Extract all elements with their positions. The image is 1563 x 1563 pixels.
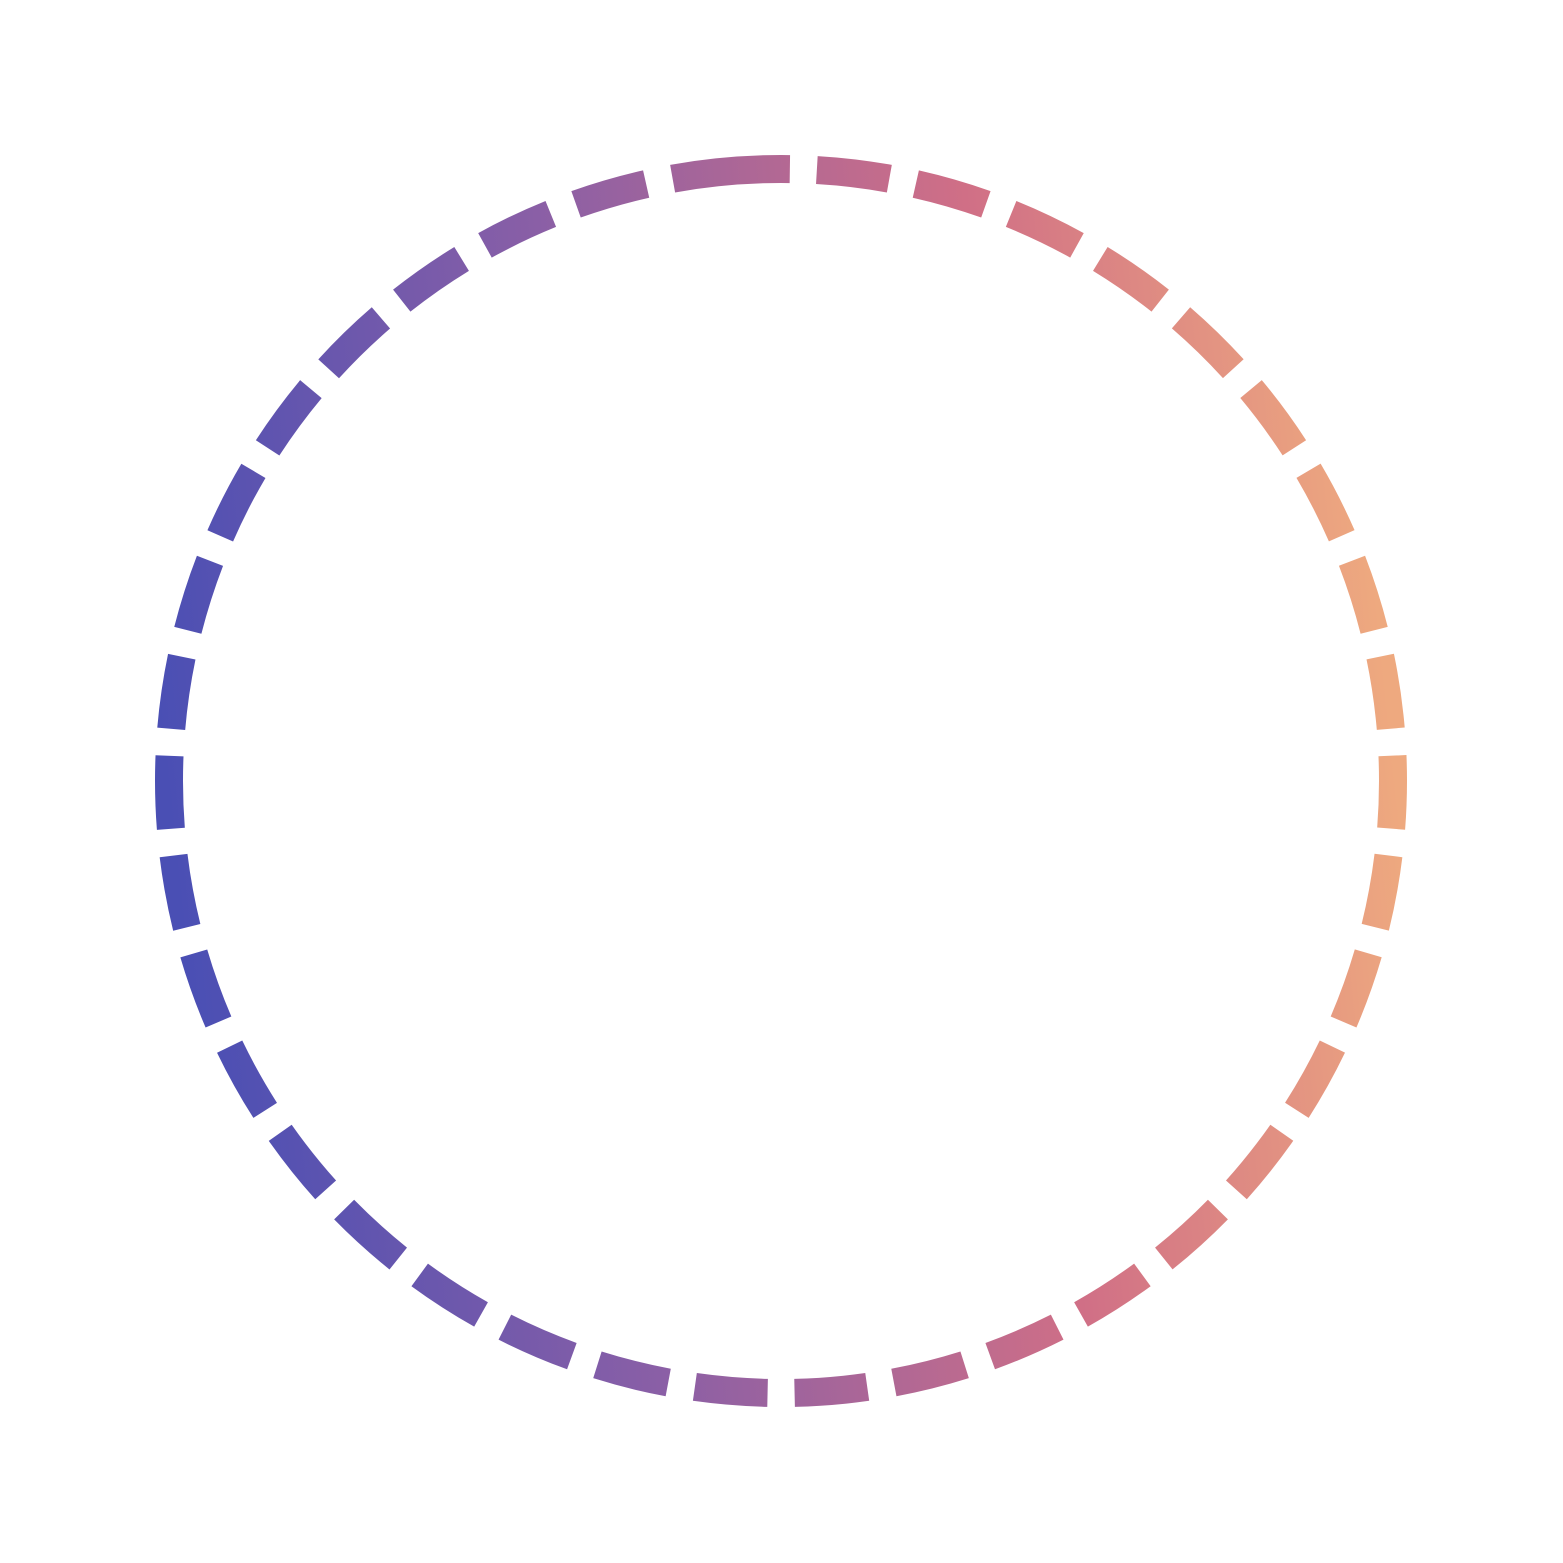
dashed-circle-outline xyxy=(155,155,1407,1407)
